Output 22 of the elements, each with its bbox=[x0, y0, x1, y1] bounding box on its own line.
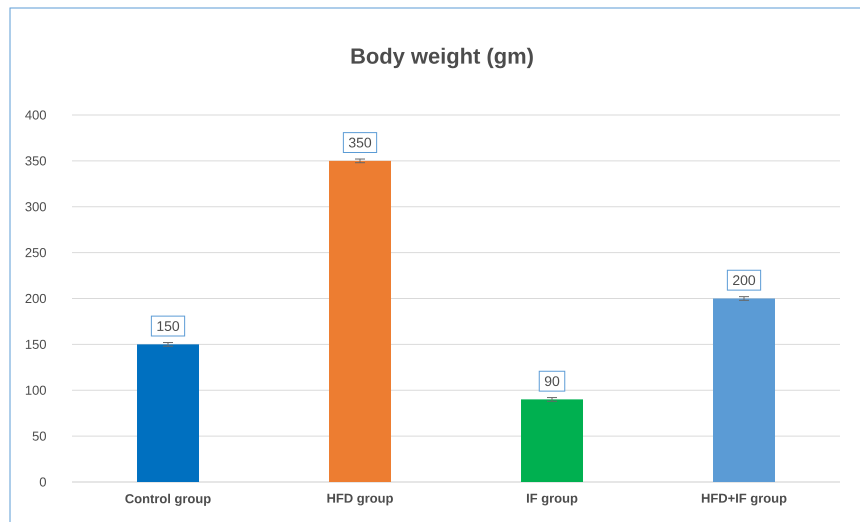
y-tick-label: 250 bbox=[26, 248, 46, 258]
y-tick-label: 200 bbox=[26, 294, 46, 304]
x-tick-label: IF group bbox=[526, 494, 578, 506]
bar bbox=[521, 399, 584, 482]
bar bbox=[137, 344, 200, 482]
y-tick-label: 150 bbox=[26, 340, 46, 349]
chart-title: Body weight (gm) bbox=[352, 48, 533, 68]
x-tick-label: Control group bbox=[125, 494, 211, 506]
y-tick-label: 0 bbox=[40, 477, 46, 487]
y-tick-label: 400 bbox=[25, 110, 46, 120]
y-tick-label: 350 bbox=[25, 156, 46, 166]
x-tick-label: HFD+IF group bbox=[702, 494, 786, 506]
data-label: 350 bbox=[348, 138, 372, 148]
bar bbox=[713, 298, 776, 482]
bar bbox=[329, 160, 392, 482]
x-tick-label: HFD group bbox=[327, 494, 393, 506]
y-tick-label: 50 bbox=[32, 432, 46, 441]
data-label: 150 bbox=[157, 321, 180, 332]
y-tick-label: 100 bbox=[26, 386, 46, 395]
data-label: 200 bbox=[733, 275, 756, 286]
data-label: 90 bbox=[544, 376, 560, 386]
y-tick-label: 300 bbox=[25, 202, 46, 212]
